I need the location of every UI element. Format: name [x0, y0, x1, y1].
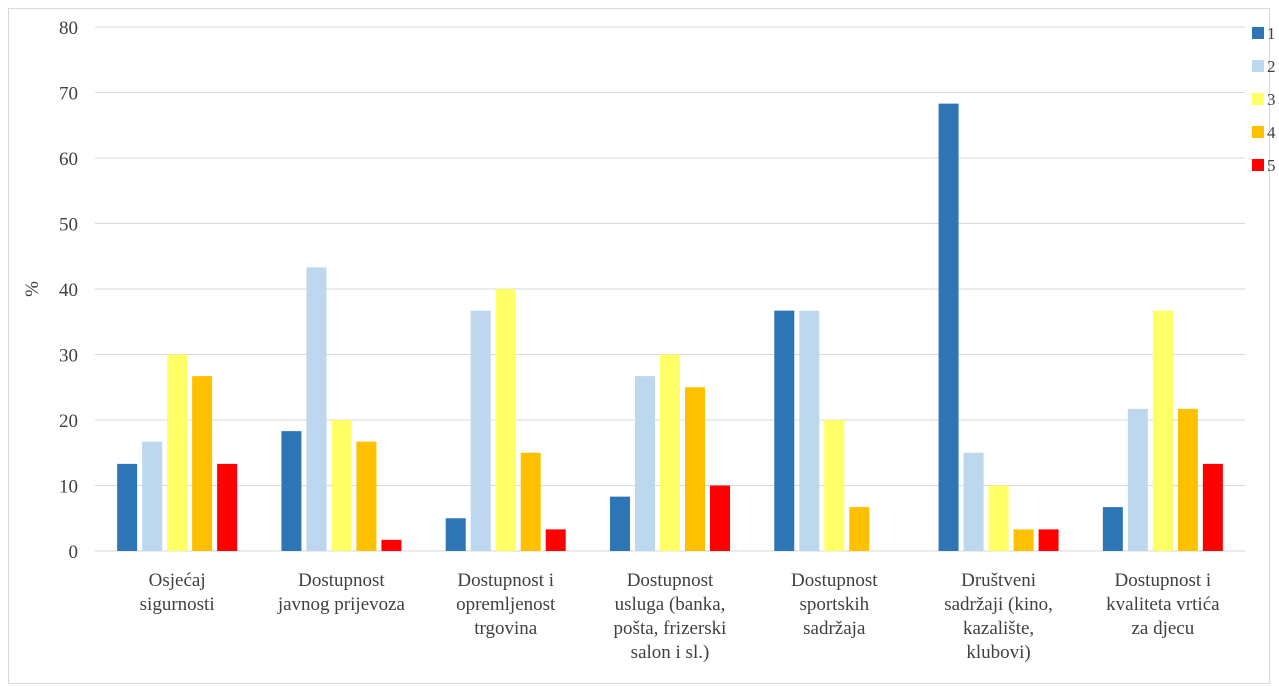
- bar-series-3: [660, 354, 680, 551]
- category-label: Dostupnost i: [1115, 570, 1212, 591]
- bar-series-4: [685, 387, 705, 551]
- category-label: opremljenost: [456, 594, 556, 615]
- bar-series-4: [356, 441, 377, 551]
- y-tick-label: 80: [59, 18, 78, 39]
- bar-series-1: [445, 518, 466, 551]
- bar-series-2: [963, 452, 984, 551]
- bar-series-4: [1177, 408, 1198, 551]
- y-tick-label: 10: [59, 477, 78, 498]
- category-label: pošta, frizerski: [614, 618, 727, 639]
- category-label: Društveni: [961, 570, 1036, 591]
- legend-label: 3: [1267, 90, 1276, 109]
- bar-series-1: [938, 103, 959, 551]
- legend-swatch-4: [1252, 126, 1264, 138]
- legend-label: 2: [1267, 57, 1276, 76]
- bar-series-3: [1152, 310, 1173, 551]
- y-tick-label: 20: [59, 411, 78, 432]
- bar-series-5: [1202, 463, 1223, 551]
- legend-swatch-2: [1252, 60, 1264, 72]
- bar-series-4: [849, 507, 870, 551]
- bar-series-2: [306, 267, 327, 551]
- bar-series-3: [495, 289, 516, 551]
- bar-series-3: [167, 354, 188, 551]
- category-label: trgovina: [474, 618, 538, 639]
- y-tick-label: 30: [59, 346, 78, 367]
- y-tick-label: 40: [59, 280, 78, 301]
- legend-label: 4: [1267, 123, 1276, 142]
- category-label: Dostupnost i: [457, 570, 554, 591]
- category-label: za djecu: [1131, 618, 1194, 639]
- bar-series-1: [117, 463, 138, 551]
- category-label: Dostupnost: [298, 570, 385, 591]
- bar-series-2: [470, 310, 491, 551]
- bar-series-1: [281, 431, 302, 551]
- bar-series-2: [799, 310, 820, 551]
- bar-series-4: [192, 376, 213, 551]
- legend-swatch-1: [1252, 27, 1264, 39]
- bar-series-3: [824, 420, 845, 551]
- bar-series-5: [545, 529, 566, 551]
- category-label: sigurnosti: [140, 594, 215, 615]
- category-label: salon i sl.): [631, 642, 710, 663]
- category-label: Dostupnost: [627, 570, 714, 591]
- y-tick-label: 70: [59, 84, 78, 105]
- bar-series-3: [331, 420, 352, 551]
- bar-series-4: [520, 452, 541, 551]
- category-label: klubovi): [966, 642, 1030, 663]
- bar-series-5: [381, 539, 402, 551]
- bar-series-2: [635, 376, 655, 551]
- category-label: javnog prijevoza: [277, 594, 406, 615]
- category-label: Dostupnost: [791, 570, 878, 591]
- legend-label: 1: [1267, 24, 1276, 43]
- category-label: kazalište,: [963, 618, 1034, 639]
- legend-swatch-5: [1252, 159, 1264, 171]
- bar-series-1: [774, 310, 795, 551]
- y-axis-title: %: [22, 281, 43, 297]
- category-label: kvaliteta vrtića: [1106, 594, 1220, 615]
- bar-series-1: [1102, 507, 1123, 551]
- category-label: usluga (banka,: [615, 594, 726, 615]
- bar-series-1: [610, 496, 630, 551]
- bar-series-4: [1013, 529, 1034, 551]
- bar-series-3: [988, 485, 1009, 551]
- legend-swatch-3: [1252, 93, 1264, 105]
- category-label: Osjećaj: [149, 570, 206, 591]
- bar-series-5: [217, 463, 238, 551]
- y-tick-label: 0: [69, 542, 79, 563]
- category-label: sadržaji (kino,: [944, 594, 1053, 615]
- bar-series-2: [1127, 408, 1148, 551]
- y-tick-label: 50: [59, 215, 78, 236]
- category-label: sportskih: [799, 594, 869, 615]
- bar-series-5: [1038, 529, 1059, 551]
- bar-series-2: [142, 441, 163, 551]
- legend-label: 5: [1267, 156, 1276, 175]
- bar-series-5: [710, 485, 730, 551]
- y-tick-label: 60: [59, 149, 78, 170]
- chart-frame: [8, 8, 1270, 684]
- category-label: sadržaja: [803, 618, 866, 639]
